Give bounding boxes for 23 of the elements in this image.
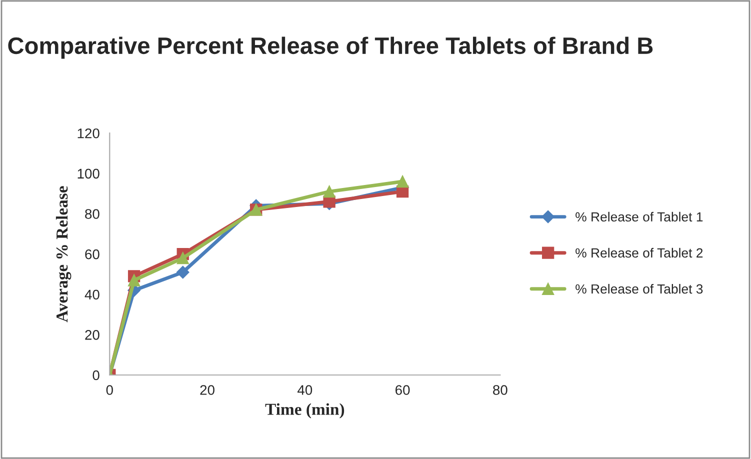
point — [396, 175, 409, 188]
point — [323, 185, 336, 198]
y-tick-label: 20 — [85, 330, 100, 340]
y-tick-label: 100 — [78, 168, 100, 179]
y-axis-title: Average % Release — [56, 186, 72, 322]
x-tick-label: 20 — [200, 385, 214, 395]
legend-label: % Release of Tablet 3 — [576, 284, 703, 294]
point — [128, 274, 140, 286]
point — [176, 266, 190, 279]
y-tick-label: 0 — [92, 370, 100, 380]
point — [176, 252, 189, 264]
y-tick-label: 120 — [78, 128, 100, 138]
x-tick-label: 80 — [493, 385, 508, 395]
legend-label: % Release of Tablet 1 — [576, 212, 703, 222]
legend-label: % Release of Tablet 2 — [576, 248, 703, 258]
x-axis-title: Time (min) — [265, 403, 344, 418]
y-tick-label: 80 — [85, 209, 100, 219]
y-tick-label: 60 — [85, 249, 100, 260]
y-tick-label: 40 — [84, 290, 100, 300]
x-tick-label: 60 — [396, 385, 410, 395]
chart-title: Comparative Percent Release of Three Tablets of Brand B — [8, 36, 653, 59]
x-tick-label: 0 — [106, 385, 113, 395]
x-tick-label: 40 — [298, 385, 312, 395]
